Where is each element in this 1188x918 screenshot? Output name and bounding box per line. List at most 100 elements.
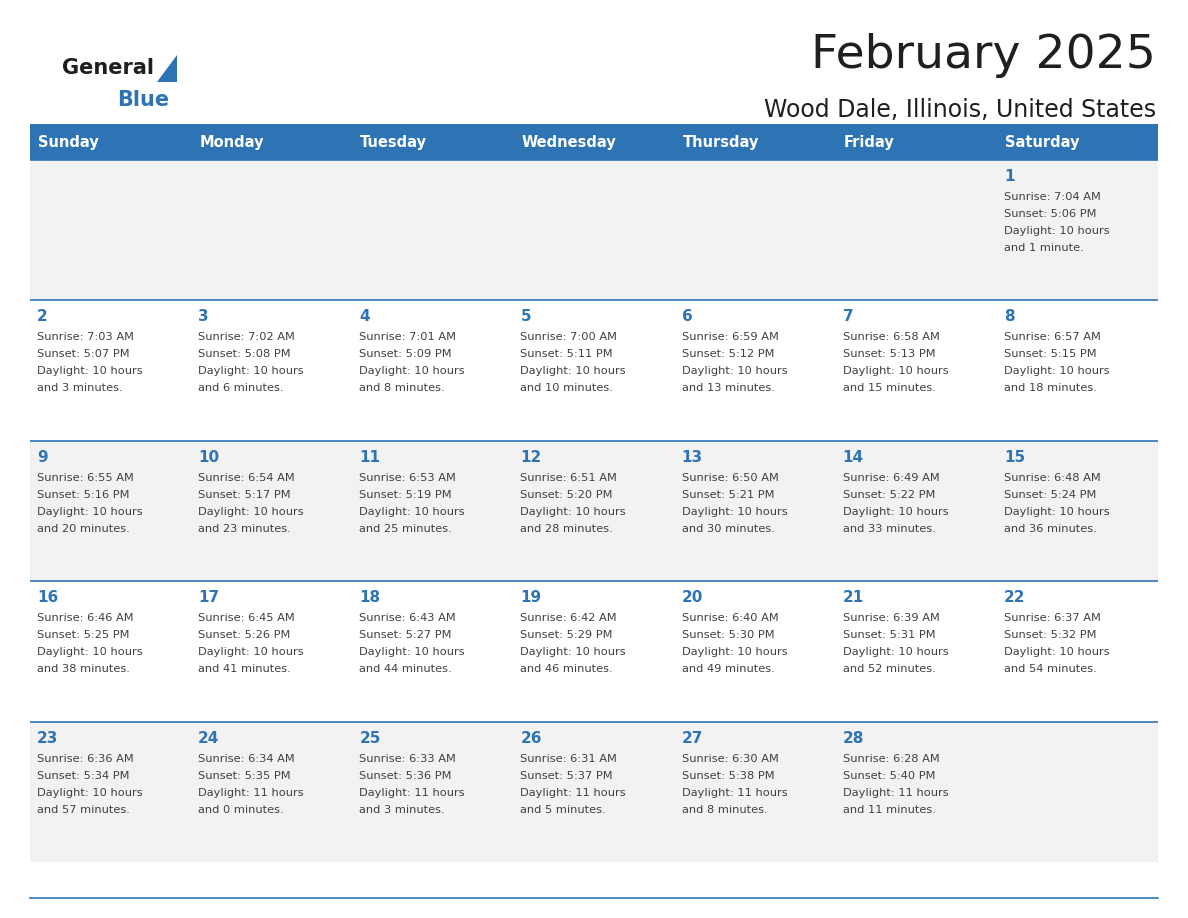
Text: Sunrise: 6:36 AM: Sunrise: 6:36 AM bbox=[37, 754, 134, 764]
Text: Sunrise: 7:00 AM: Sunrise: 7:00 AM bbox=[520, 332, 618, 342]
Text: Sunrise: 6:48 AM: Sunrise: 6:48 AM bbox=[1004, 473, 1100, 483]
Text: Sunrise: 6:33 AM: Sunrise: 6:33 AM bbox=[359, 754, 456, 764]
Text: and 10 minutes.: and 10 minutes. bbox=[520, 384, 613, 394]
Text: Sunset: 5:36 PM: Sunset: 5:36 PM bbox=[359, 770, 451, 780]
Bar bbox=[30, 124, 191, 160]
Text: and 49 minutes.: and 49 minutes. bbox=[682, 665, 775, 674]
Text: Daylight: 11 hours: Daylight: 11 hours bbox=[198, 788, 304, 798]
Text: Sunrise: 7:04 AM: Sunrise: 7:04 AM bbox=[1004, 192, 1101, 202]
Text: and 54 minutes.: and 54 minutes. bbox=[1004, 665, 1097, 674]
Text: and 46 minutes.: and 46 minutes. bbox=[520, 665, 613, 674]
Text: Daylight: 10 hours: Daylight: 10 hours bbox=[37, 507, 143, 517]
Text: Sunset: 5:30 PM: Sunset: 5:30 PM bbox=[682, 630, 775, 640]
Text: 28: 28 bbox=[842, 731, 864, 745]
Text: 4: 4 bbox=[359, 309, 369, 324]
Text: and 8 minutes.: and 8 minutes. bbox=[359, 384, 446, 394]
Text: 6: 6 bbox=[682, 309, 693, 324]
Text: Daylight: 10 hours: Daylight: 10 hours bbox=[198, 366, 304, 376]
Text: and 11 minutes.: and 11 minutes. bbox=[842, 804, 936, 814]
Text: Daylight: 10 hours: Daylight: 10 hours bbox=[198, 647, 304, 657]
Text: Daylight: 10 hours: Daylight: 10 hours bbox=[682, 647, 788, 657]
Text: Sunset: 5:15 PM: Sunset: 5:15 PM bbox=[1004, 350, 1097, 360]
Text: and 3 minutes.: and 3 minutes. bbox=[37, 384, 122, 394]
Text: Daylight: 10 hours: Daylight: 10 hours bbox=[198, 507, 304, 517]
Text: Wood Dale, Illinois, United States: Wood Dale, Illinois, United States bbox=[764, 98, 1156, 122]
Text: and 20 minutes.: and 20 minutes. bbox=[37, 524, 129, 533]
Text: and 3 minutes.: and 3 minutes. bbox=[359, 804, 446, 814]
Text: Sunrise: 6:49 AM: Sunrise: 6:49 AM bbox=[842, 473, 940, 483]
Text: February 2025: February 2025 bbox=[811, 32, 1156, 77]
Text: 11: 11 bbox=[359, 450, 380, 465]
Text: and 30 minutes.: and 30 minutes. bbox=[682, 524, 775, 533]
Text: 27: 27 bbox=[682, 731, 703, 745]
Text: and 25 minutes.: and 25 minutes. bbox=[359, 524, 453, 533]
Text: Daylight: 10 hours: Daylight: 10 hours bbox=[520, 647, 626, 657]
Text: Sunrise: 6:28 AM: Sunrise: 6:28 AM bbox=[842, 754, 940, 764]
Text: and 38 minutes.: and 38 minutes. bbox=[37, 665, 129, 674]
Text: Daylight: 11 hours: Daylight: 11 hours bbox=[359, 788, 465, 798]
Text: 22: 22 bbox=[1004, 590, 1025, 605]
Text: and 52 minutes.: and 52 minutes. bbox=[842, 665, 935, 674]
Text: Sunset: 5:17 PM: Sunset: 5:17 PM bbox=[198, 490, 291, 499]
Text: Daylight: 10 hours: Daylight: 10 hours bbox=[359, 507, 465, 517]
Text: Sunset: 5:22 PM: Sunset: 5:22 PM bbox=[842, 490, 935, 499]
Text: 3: 3 bbox=[198, 309, 209, 324]
Text: Sunset: 5:26 PM: Sunset: 5:26 PM bbox=[198, 630, 291, 640]
Text: Sunrise: 7:02 AM: Sunrise: 7:02 AM bbox=[198, 332, 295, 342]
Text: Sunset: 5:13 PM: Sunset: 5:13 PM bbox=[842, 350, 935, 360]
Text: Monday: Monday bbox=[200, 135, 264, 150]
Text: Sunset: 5:20 PM: Sunset: 5:20 PM bbox=[520, 490, 613, 499]
Text: and 8 minutes.: and 8 minutes. bbox=[682, 804, 767, 814]
Text: 5: 5 bbox=[520, 309, 531, 324]
Text: Sunset: 5:37 PM: Sunset: 5:37 PM bbox=[520, 770, 613, 780]
Text: Sunrise: 6:40 AM: Sunrise: 6:40 AM bbox=[682, 613, 778, 623]
Polygon shape bbox=[157, 55, 177, 82]
Text: and 28 minutes.: and 28 minutes. bbox=[520, 524, 613, 533]
Text: 12: 12 bbox=[520, 450, 542, 465]
Text: Sunrise: 6:58 AM: Sunrise: 6:58 AM bbox=[842, 332, 940, 342]
Text: Sunrise: 6:34 AM: Sunrise: 6:34 AM bbox=[198, 754, 295, 764]
Text: Sunset: 5:40 PM: Sunset: 5:40 PM bbox=[842, 770, 935, 780]
Text: and 36 minutes.: and 36 minutes. bbox=[1004, 524, 1097, 533]
Bar bbox=[513, 124, 675, 160]
Text: Daylight: 11 hours: Daylight: 11 hours bbox=[842, 788, 948, 798]
Bar bbox=[30, 160, 1158, 300]
Text: Daylight: 10 hours: Daylight: 10 hours bbox=[842, 647, 948, 657]
Text: 24: 24 bbox=[198, 731, 220, 745]
Text: and 33 minutes.: and 33 minutes. bbox=[842, 524, 936, 533]
Text: Sunset: 5:07 PM: Sunset: 5:07 PM bbox=[37, 350, 129, 360]
Text: Sunrise: 6:50 AM: Sunrise: 6:50 AM bbox=[682, 473, 778, 483]
Text: Sunrise: 6:45 AM: Sunrise: 6:45 AM bbox=[198, 613, 295, 623]
Text: 21: 21 bbox=[842, 590, 864, 605]
Text: Thursday: Thursday bbox=[683, 135, 759, 150]
Bar bbox=[675, 124, 835, 160]
Text: General: General bbox=[62, 58, 154, 78]
Text: Sunset: 5:16 PM: Sunset: 5:16 PM bbox=[37, 490, 129, 499]
Text: Sunrise: 7:01 AM: Sunrise: 7:01 AM bbox=[359, 332, 456, 342]
Text: Sunset: 5:21 PM: Sunset: 5:21 PM bbox=[682, 490, 775, 499]
Bar bbox=[353, 124, 513, 160]
Text: Sunset: 5:38 PM: Sunset: 5:38 PM bbox=[682, 770, 775, 780]
Text: Sunset: 5:09 PM: Sunset: 5:09 PM bbox=[359, 350, 451, 360]
Text: 1: 1 bbox=[1004, 169, 1015, 184]
Bar bbox=[191, 124, 353, 160]
Text: Daylight: 11 hours: Daylight: 11 hours bbox=[682, 788, 788, 798]
Bar bbox=[30, 722, 1158, 862]
Text: Sunrise: 6:37 AM: Sunrise: 6:37 AM bbox=[1004, 613, 1101, 623]
Bar bbox=[30, 441, 1158, 581]
Text: 9: 9 bbox=[37, 450, 48, 465]
Text: Daylight: 10 hours: Daylight: 10 hours bbox=[1004, 507, 1110, 517]
Text: and 15 minutes.: and 15 minutes. bbox=[842, 384, 936, 394]
Text: Sunrise: 6:54 AM: Sunrise: 6:54 AM bbox=[198, 473, 295, 483]
Text: Sunset: 5:35 PM: Sunset: 5:35 PM bbox=[198, 770, 291, 780]
Text: 14: 14 bbox=[842, 450, 864, 465]
Text: Daylight: 10 hours: Daylight: 10 hours bbox=[520, 366, 626, 376]
Text: Sunset: 5:06 PM: Sunset: 5:06 PM bbox=[1004, 209, 1097, 219]
Text: 19: 19 bbox=[520, 590, 542, 605]
Text: Sunrise: 6:46 AM: Sunrise: 6:46 AM bbox=[37, 613, 133, 623]
Text: and 41 minutes.: and 41 minutes. bbox=[198, 665, 291, 674]
Text: Sunrise: 6:57 AM: Sunrise: 6:57 AM bbox=[1004, 332, 1101, 342]
Text: and 44 minutes.: and 44 minutes. bbox=[359, 665, 451, 674]
Text: Blue: Blue bbox=[116, 90, 169, 110]
Text: Sunset: 5:11 PM: Sunset: 5:11 PM bbox=[520, 350, 613, 360]
